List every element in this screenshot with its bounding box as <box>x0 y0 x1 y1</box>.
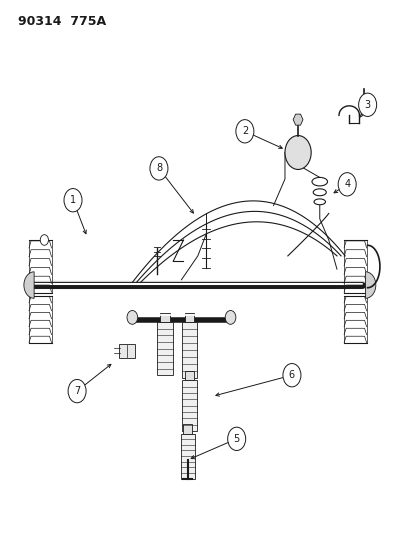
Text: 7: 7 <box>74 386 80 396</box>
Circle shape <box>40 235 49 245</box>
Bar <box>183 424 192 433</box>
Wedge shape <box>24 272 34 298</box>
Circle shape <box>338 173 356 196</box>
Circle shape <box>360 96 367 105</box>
Text: 1: 1 <box>70 195 76 205</box>
Bar <box>185 371 194 381</box>
Bar <box>160 313 170 322</box>
Text: 2: 2 <box>242 126 248 136</box>
Circle shape <box>285 135 311 169</box>
Circle shape <box>283 364 301 387</box>
Text: 8: 8 <box>156 164 162 173</box>
Bar <box>157 322 173 375</box>
Circle shape <box>150 157 168 180</box>
Circle shape <box>64 189 82 212</box>
Bar <box>185 313 194 322</box>
Circle shape <box>358 93 377 116</box>
Bar <box>182 381 197 431</box>
Bar <box>180 433 194 479</box>
Circle shape <box>236 119 254 143</box>
Text: 4: 4 <box>344 179 350 189</box>
Circle shape <box>228 427 246 450</box>
Circle shape <box>68 379 86 403</box>
Text: 90314  775A: 90314 775A <box>18 14 106 28</box>
FancyBboxPatch shape <box>119 344 135 358</box>
Circle shape <box>127 311 138 324</box>
Bar <box>182 322 197 378</box>
Circle shape <box>225 311 236 324</box>
Text: 3: 3 <box>365 100 371 110</box>
Text: 5: 5 <box>234 434 240 444</box>
Text: 6: 6 <box>289 370 295 380</box>
Polygon shape <box>293 114 303 125</box>
Wedge shape <box>365 272 376 298</box>
